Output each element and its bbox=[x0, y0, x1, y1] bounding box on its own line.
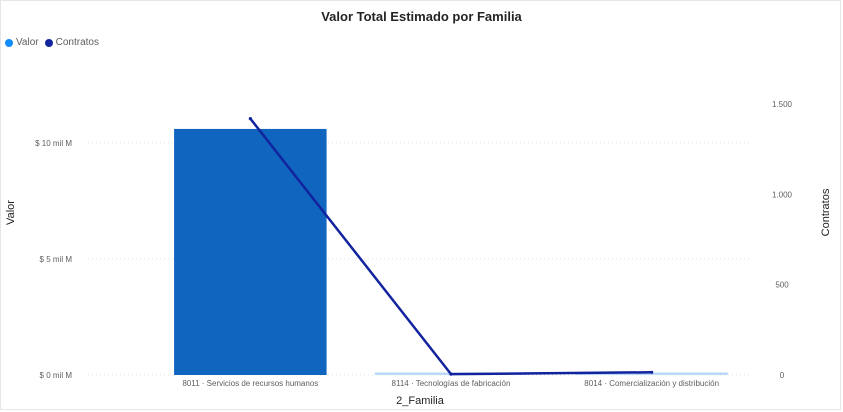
legend-swatch-contratos bbox=[44, 38, 53, 47]
y-tick-label: $ 5 mil M bbox=[40, 255, 73, 264]
x-tick-label: 8114 · Tecnologías de fabricación bbox=[392, 379, 511, 388]
y2-tick-label: 1.500 bbox=[772, 100, 793, 109]
y2-tick-label: 500 bbox=[775, 281, 789, 290]
point-contratos bbox=[650, 370, 654, 374]
point-contratos bbox=[449, 372, 453, 376]
y2-tick-label: 1.000 bbox=[772, 190, 793, 199]
legend-label-valor: Valor bbox=[16, 37, 39, 48]
legend-swatch-valor bbox=[5, 38, 13, 47]
x-axis-title: 2_Familia bbox=[396, 395, 445, 407]
x-tick-label: 8011 · Servicios de recursos humanos bbox=[182, 379, 318, 388]
chart-title: Valor Total Estimado por Familia bbox=[321, 9, 522, 24]
legend-item-valor[interactable]: Valor bbox=[5, 37, 39, 48]
y-axis-title: Valor bbox=[5, 200, 17, 225]
legend-label-contratos: Contratos bbox=[55, 37, 99, 48]
y-tick-label: $ 0 mil M bbox=[40, 371, 73, 380]
y2-tick-label: 0 bbox=[780, 371, 785, 380]
x-tick-label: 8014 · Comercialización y distribución bbox=[584, 379, 719, 388]
y-tick-label: $ 10 mil M bbox=[35, 139, 72, 148]
legend-item-contratos[interactable]: Contratos bbox=[44, 37, 99, 48]
bar-valor bbox=[174, 128, 327, 375]
y2-axis-title: Contratos bbox=[820, 188, 832, 236]
legend: Valor Contratos bbox=[5, 37, 105, 48]
point-contratos bbox=[248, 117, 252, 121]
